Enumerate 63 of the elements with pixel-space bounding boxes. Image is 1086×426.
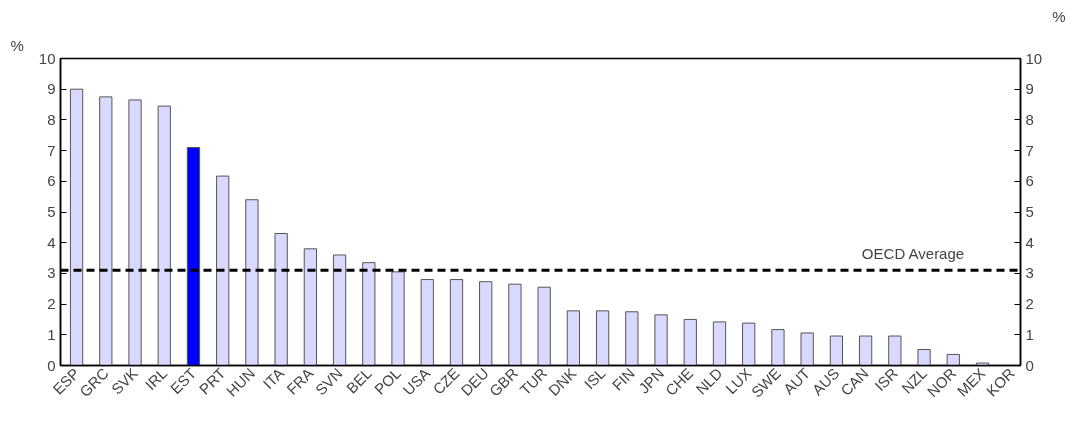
bar <box>479 281 493 366</box>
bar <box>245 199 259 366</box>
y2-tick-label: 9 <box>1025 80 1034 98</box>
y-tick-label: 0 <box>47 356 56 374</box>
y2-tick-label: 8 <box>1025 110 1034 128</box>
x-tick-label: IRL <box>141 364 171 394</box>
x-tick-label: ISL <box>580 364 609 393</box>
bar <box>595 310 610 366</box>
bar <box>186 147 201 366</box>
bar <box>771 329 785 366</box>
x-tick-label: BEL <box>342 364 375 397</box>
y-tick-label: 1 <box>47 325 56 343</box>
bar <box>800 332 814 366</box>
bar <box>332 254 347 366</box>
y-tick-label: 9 <box>47 80 56 98</box>
x-tick-label: FIN <box>608 364 638 394</box>
bar <box>566 310 581 366</box>
bar <box>917 349 931 366</box>
ref-line-label: OECD Average <box>861 245 965 263</box>
y-tick-label: 3 <box>47 264 56 282</box>
y-axis-title: % <box>10 36 24 54</box>
y-tick-label: 2 <box>47 295 56 313</box>
y-tick-label: 4 <box>47 233 56 251</box>
bar <box>157 105 171 366</box>
bar <box>683 318 697 366</box>
bar <box>99 96 113 366</box>
bar <box>303 248 317 366</box>
y2-tick-label: 1 <box>1025 325 1034 343</box>
bar <box>128 99 142 366</box>
x-tick-label: ISR <box>871 364 901 395</box>
bar <box>888 335 902 366</box>
bar <box>420 279 434 366</box>
y2-tick-label: 10 <box>1025 49 1043 67</box>
x-tick-label: ITA <box>259 364 288 393</box>
bar <box>362 262 376 366</box>
y2-tick-label: 6 <box>1025 172 1034 190</box>
y2-tick-label: 2 <box>1025 295 1034 313</box>
y2-axis-title: % <box>1052 7 1066 25</box>
y-tick-label: 7 <box>47 141 56 159</box>
bar <box>975 362 990 366</box>
y-tick-label: 10 <box>38 49 56 67</box>
y-tick-label: 8 <box>47 110 56 128</box>
y-tick-label: 6 <box>47 172 56 190</box>
bar <box>216 175 230 366</box>
y2-tick-label: 0 <box>1025 356 1034 374</box>
y2-tick-label: 3 <box>1025 264 1034 282</box>
bar <box>625 311 639 366</box>
bar <box>449 279 464 366</box>
bar <box>742 322 756 366</box>
bar <box>508 283 522 366</box>
bar <box>654 314 668 366</box>
bar <box>946 353 960 366</box>
bar <box>712 321 727 366</box>
y2-tick-label: 5 <box>1025 203 1034 220</box>
bar <box>69 88 84 366</box>
y-tick-label: 5 <box>47 203 56 220</box>
bar <box>537 286 551 366</box>
y2-tick-label: 4 <box>1025 233 1034 251</box>
bar <box>829 335 844 366</box>
bar <box>858 335 873 366</box>
bar <box>391 271 405 366</box>
bar <box>274 232 288 366</box>
y2-tick-label: 7 <box>1025 141 1034 159</box>
